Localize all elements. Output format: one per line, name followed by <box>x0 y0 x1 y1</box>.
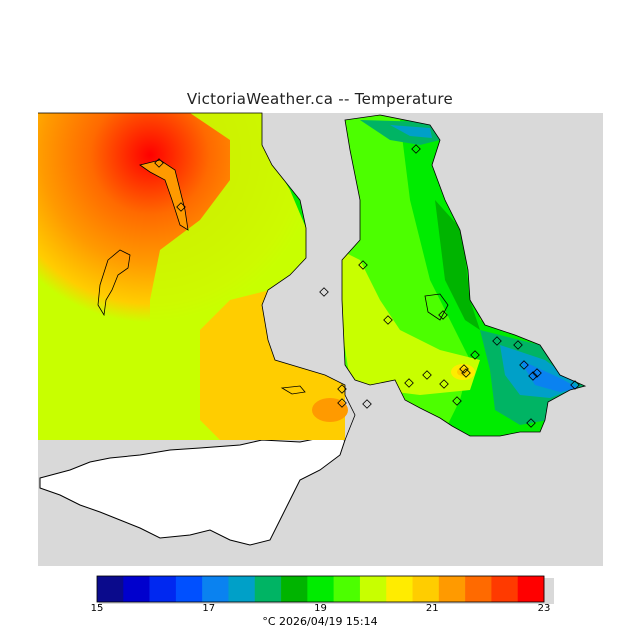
legend-swatch <box>123 576 150 602</box>
legend-swatch <box>359 576 387 602</box>
legend-swatch <box>281 576 308 602</box>
legend-swatch <box>517 576 545 602</box>
station-markers <box>154 144 580 428</box>
island-west <box>97 249 131 317</box>
legend-swatch <box>202 576 229 602</box>
legend-swatch <box>333 576 361 602</box>
island-small-2 <box>424 293 449 321</box>
legend-color-bar <box>96 575 554 604</box>
legend-tick-label: 15 <box>90 603 104 614</box>
olympic-peninsula <box>39 435 346 546</box>
legend-swatch <box>491 576 518 602</box>
legend-tick-label: 23 <box>537 603 551 614</box>
legend-swatch <box>228 576 256 602</box>
legend-tick-label: 17 <box>202 603 216 614</box>
legend-swatch <box>97 576 124 602</box>
legend-swatch <box>438 576 466 602</box>
island-small-1 <box>280 385 306 395</box>
legend-swatch <box>307 576 334 602</box>
legend-swatch <box>465 576 492 602</box>
legend-swatch <box>175 576 203 602</box>
island-north <box>139 159 189 231</box>
legend-swatch <box>412 576 440 602</box>
legend-tick-label: 21 <box>425 603 439 614</box>
map-title: VictoriaWeather.ca -- Temperature <box>186 90 454 108</box>
legend-swatch <box>149 576 177 602</box>
legend-swatch <box>254 576 282 602</box>
legend-swatch <box>386 576 413 602</box>
units-timestamp: °C 2026/04/19 15:14 <box>262 615 378 628</box>
legend-border <box>96 575 545 603</box>
legend-tick-label: 19 <box>314 603 327 614</box>
